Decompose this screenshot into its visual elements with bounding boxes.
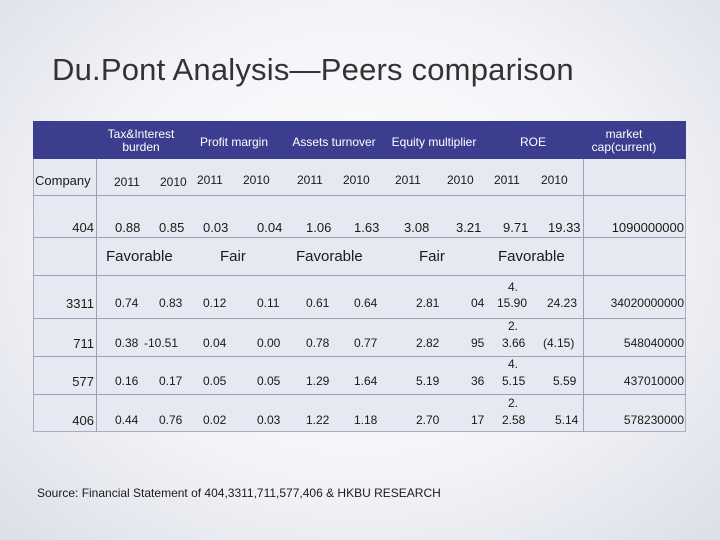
grid-line <box>33 237 686 238</box>
year-label: 2011 <box>114 175 140 189</box>
table-cell: 0.74 <box>115 296 139 310</box>
table-cell: 3.66 <box>502 336 526 350</box>
assessment-assets-turnover: Favorable <box>296 248 363 265</box>
company-label: 406 <box>72 413 94 428</box>
table-cell: 0.38 <box>115 336 139 350</box>
table-cell: 0.16 <box>115 374 139 388</box>
year-label: 2010 <box>160 175 187 189</box>
year-label: 2010 <box>447 173 474 187</box>
table-cell: 2.82 <box>416 336 440 350</box>
grid-line <box>33 394 686 395</box>
table-cell: (4.15) <box>543 336 575 350</box>
company-label: 577 <box>72 374 94 389</box>
page-title: Du.Pont Analysis—Peers comparison <box>52 52 574 87</box>
year-label: 2010 <box>243 173 270 187</box>
market-cap-cell: 578230000 <box>623 413 684 427</box>
table-cell: 2.70 <box>416 413 440 427</box>
header-profit-margin: Profit margin <box>199 135 269 149</box>
table-cell: 3.08 <box>404 220 430 235</box>
grid-line <box>33 318 686 319</box>
assessment-roe: Favorable <box>498 248 565 265</box>
year-label: 2011 <box>197 173 223 187</box>
header-assets-turnover: Assets turnover <box>292 135 376 149</box>
table-cell: 0.88 <box>115 220 141 235</box>
table-cell: 15.90 <box>497 296 528 310</box>
table-cell: 0.64 <box>354 296 378 310</box>
table-cell: 1.18 <box>354 413 378 427</box>
table-cell-roe-prefix: 4. <box>508 280 519 294</box>
table-cell: 0.00 <box>257 336 281 350</box>
table-cell: 1.29 <box>306 374 330 388</box>
table-cell: 0.05 <box>257 374 281 388</box>
market-cap-cell: 34020000000 <box>610 296 684 310</box>
assessment-equity-multiplier: Fair <box>419 248 445 265</box>
table-header-bar <box>33 121 686 159</box>
assessment-tax-burden: Favorable <box>106 248 173 265</box>
grid-line <box>96 159 97 432</box>
table-cell: 0.02 <box>203 413 227 427</box>
year-label: 2011 <box>494 173 520 187</box>
table-cell: 0.44 <box>115 413 139 427</box>
table-cell: 24.23 <box>547 296 578 310</box>
table-cell: 1.22 <box>306 413 330 427</box>
table-cell: 95 <box>471 336 485 350</box>
table-cell: 0.04 <box>257 220 283 235</box>
grid-line <box>583 159 584 432</box>
table-cell: 0.12 <box>203 296 227 310</box>
table-cell: 2.58 <box>502 413 526 427</box>
header-equity-multiplier: Equity multiplier <box>391 135 477 149</box>
table-cell: 9.71 <box>503 220 529 235</box>
table-cell: 0.03 <box>257 413 281 427</box>
source-note: Source: Financial Statement of 404,3311,… <box>37 486 441 500</box>
assessment-profit-margin: Fair <box>220 248 246 265</box>
year-label: 2011 <box>395 173 421 187</box>
table-cell: 1.06 <box>306 220 332 235</box>
table-cell-roe-prefix: 2. <box>508 319 519 333</box>
table-cell: 36 <box>471 374 485 388</box>
market-cap-cell: 1090000000 <box>611 220 684 235</box>
grid-line <box>33 195 686 196</box>
table-cell: 0.05 <box>203 374 227 388</box>
year-label: 2010 <box>541 173 568 187</box>
year-label: 2011 <box>297 173 323 187</box>
table-cell: -10.51 <box>144 336 179 350</box>
table-cell: 3.21 <box>456 220 482 235</box>
table-cell: 0.61 <box>306 296 330 310</box>
header-tax-interest-burden: Tax&Interest burden <box>107 127 175 154</box>
table-cell: 04 <box>471 296 485 310</box>
company-label: 711 <box>73 336 94 351</box>
table-cell: 5.59 <box>553 374 577 388</box>
table-cell: 19.33 <box>548 220 581 235</box>
table-cell: 0.17 <box>159 374 183 388</box>
table-cell: 5.15 <box>502 374 526 388</box>
market-cap-cell: 437010000 <box>623 374 684 388</box>
company-column-label: Company <box>35 173 91 188</box>
table-cell-roe-prefix: 2. <box>508 396 519 410</box>
table-cell: 5.19 <box>416 374 440 388</box>
table-cell: 0.03 <box>203 220 229 235</box>
header-roe: ROE <box>519 135 546 149</box>
dupont-table <box>33 121 686 432</box>
company-404-label: 404 <box>72 220 94 235</box>
header-market-cap: market cap(current) <box>591 127 657 154</box>
table-cell: 1.63 <box>354 220 380 235</box>
table-cell: 0.83 <box>159 296 183 310</box>
table-cell-roe-prefix: 4. <box>508 357 519 371</box>
table-cell: 5.14 <box>555 413 579 427</box>
table-cell: 0.85 <box>159 220 185 235</box>
table-cell: 0.76 <box>159 413 183 427</box>
table-cell: 1.64 <box>354 374 378 388</box>
table-cell: 0.04 <box>203 336 227 350</box>
table-cell: 0.11 <box>257 296 280 310</box>
table-cell: 17 <box>471 413 485 427</box>
year-label: 2010 <box>343 173 370 187</box>
table-cell: 0.78 <box>306 336 330 350</box>
table-cell: 0.77 <box>354 336 378 350</box>
market-cap-cell: 548040000 <box>623 336 684 350</box>
grid-line <box>33 356 686 357</box>
table-cell: 2.81 <box>416 296 440 310</box>
grid-line <box>33 275 686 276</box>
company-label: 3311 <box>66 296 94 311</box>
